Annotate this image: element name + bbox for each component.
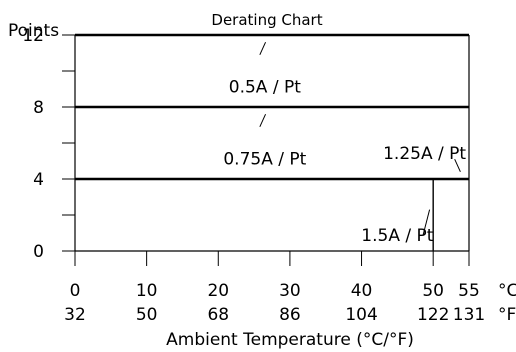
annotation-leader-4 <box>422 209 431 235</box>
x-tick-label-fahrenheit: 131 <box>453 305 485 325</box>
y-tick-label: 12 <box>22 26 44 46</box>
y-tick-label: 4 <box>33 170 44 190</box>
x-tick-label-fahrenheit: 50 <box>136 305 158 325</box>
plot-frame <box>74 34 470 252</box>
annotation-leader-1 <box>259 41 267 56</box>
series-label-1: 0.5A / Pt <box>229 78 301 98</box>
series-label-4: 1.5A / Pt <box>361 226 433 246</box>
x-tick-label-fahrenheit: 32 <box>64 305 86 325</box>
y-tick-label: 0 <box>33 242 44 262</box>
chart-title: Derating Chart <box>211 11 322 29</box>
x-tick-label-fahrenheit: 122 <box>417 305 449 325</box>
x-tick-label-fahrenheit: 68 <box>207 305 229 325</box>
x-axis-label: Ambient Temperature (°C/°F) <box>166 330 414 350</box>
x-tick-label-celsius: 55 <box>458 281 480 301</box>
x-tick-label-celsius: 10 <box>136 281 158 301</box>
x-tick-label-celsius: 20 <box>207 281 229 301</box>
x-unit-celsius: °C <box>498 281 516 301</box>
series-label-2: 0.75A / Pt <box>223 150 306 170</box>
y-axis: 0 4 8 12 <box>22 26 75 262</box>
annotation-leader-3 <box>454 158 461 173</box>
x-unit-fahrenheit: °F <box>498 305 516 325</box>
series-group <box>75 33 469 251</box>
x-tick-label-fahrenheit: 104 <box>345 305 377 325</box>
x-tick-label-celsius: 30 <box>279 281 301 301</box>
annotation-leader-2 <box>259 113 267 128</box>
y-axis-label: Points <box>8 21 59 41</box>
x-tick-label-celsius: 40 <box>351 281 373 301</box>
x-tick-label-celsius: 50 <box>422 281 444 301</box>
annotation-group: 0.5A / Pt 0.75A / Pt 1.25A / Pt 1.5A / Pt <box>223 41 466 246</box>
x-axis: 0 10 20 30 40 50 55 32 50 68 86 104 122 131 °C °F <box>64 251 516 325</box>
x-tick-label-celsius: 0 <box>70 281 81 301</box>
x-tick-label-fahrenheit: 86 <box>279 305 301 325</box>
series-label-3: 1.25A / Pt <box>383 144 466 164</box>
y-tick-label: 8 <box>33 98 44 118</box>
